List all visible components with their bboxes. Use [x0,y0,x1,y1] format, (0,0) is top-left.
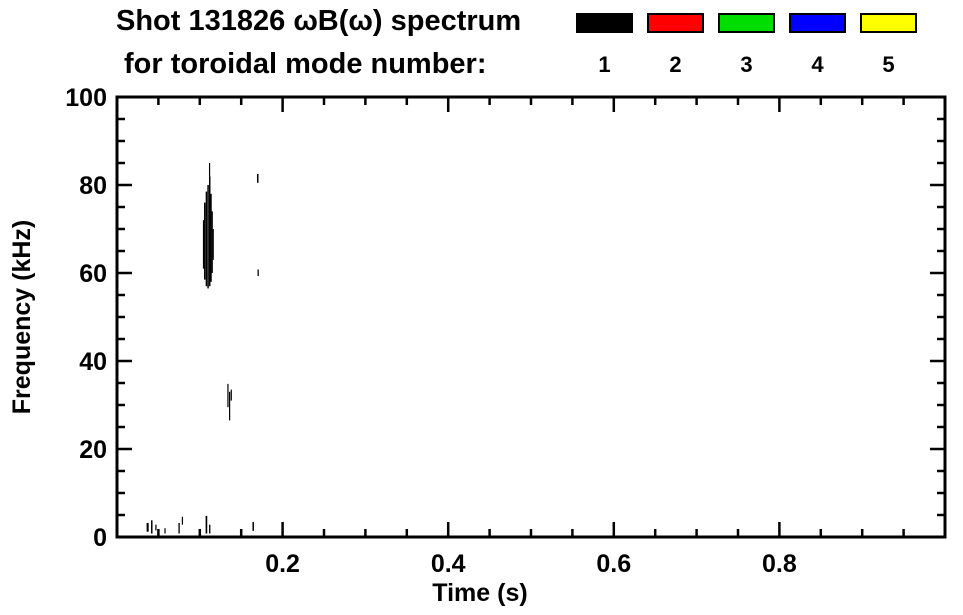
data-segment [164,528,166,534]
data-segment [207,185,209,289]
legend-mode-number-2: 2 [669,52,682,77]
data-segment [155,524,157,531]
data-segment [257,174,259,183]
legend-swatches [576,13,917,33]
legend-swatch-mode-3 [718,13,775,33]
data-segment [210,193,212,282]
data-segment [208,163,211,177]
data-segment [227,383,229,408]
x-tick-label: 0.4 [431,550,466,578]
data-segment [252,522,254,531]
y-axis-label: Frequency (kHz) [8,220,36,414]
x-tick-label: 0.2 [265,550,300,578]
data-segment [205,191,208,287]
legend-swatch-mode-5 [860,13,917,33]
data-segment [229,391,231,421]
data-segment [202,220,205,269]
y-tick-label: 100 [65,84,107,112]
data-segment [212,229,214,260]
data-segment [204,202,206,280]
chart-title: Shot 131826 ωB(ω) spectrum [116,5,522,37]
data-segment [178,522,180,534]
data-segment [209,524,211,534]
y-tick-label: 60 [79,260,107,288]
data-segment [208,176,211,287]
data-segment [181,516,184,525]
data-segment [205,515,208,534]
legend-swatch-mode-4 [789,13,846,33]
legend-mode-number-5: 5 [882,52,895,77]
data-segment [151,520,153,534]
data-segment [257,269,259,277]
legend-swatch-mode-2 [647,13,704,33]
legend-mode-number-1: 1 [598,52,611,77]
x-tick-label: 0.8 [762,550,797,578]
y-tick-label: 40 [79,348,107,376]
legend-swatch-mode-1 [576,13,633,33]
data-segment [230,389,232,401]
x-axis-label: Time (s) [432,579,527,607]
y-tick-label: 20 [79,436,107,464]
x-tick-label: 0.6 [596,550,631,578]
plot-frame [115,95,947,539]
data-segment [146,522,149,532]
legend-mode-number-4: 4 [811,52,824,77]
legend-mode-number-3: 3 [740,52,753,77]
y-tick-label: 80 [79,172,107,200]
data-segment [211,211,213,273]
chart-subtitle: for toroidal mode number: [124,48,487,80]
legend-mode-numbers: 1 2 3 4 5 [576,52,917,78]
y-tick-label: 0 [93,524,107,552]
